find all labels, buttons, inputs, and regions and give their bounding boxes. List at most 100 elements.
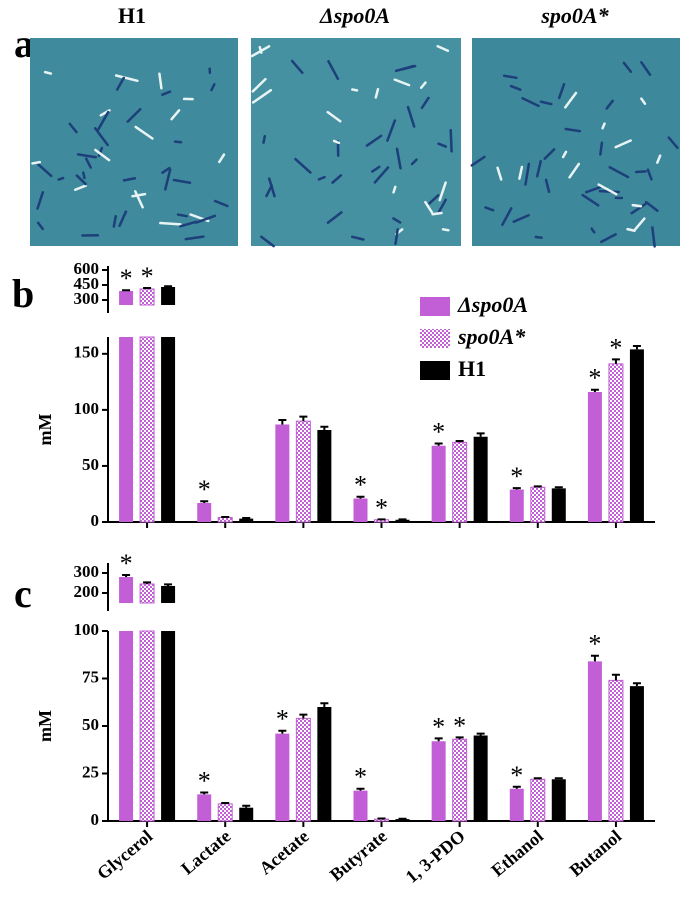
x-tick-label: Glycerol: [93, 826, 156, 884]
cell: [36, 221, 45, 231]
cell: [393, 78, 411, 87]
bar: [629, 349, 644, 522]
cell: [437, 142, 448, 148]
cell: [159, 221, 182, 226]
cell: [419, 81, 427, 90]
bar: [217, 803, 233, 822]
cell: [561, 150, 568, 159]
cell: [96, 110, 110, 132]
image-title: Δspo0A: [319, 3, 390, 28]
error-bar: [434, 442, 443, 446]
panel-label: a: [14, 21, 34, 66]
cell: [534, 235, 543, 239]
bar: [119, 291, 134, 522]
bar: [587, 391, 602, 522]
cell: [640, 61, 652, 76]
cell: [406, 105, 416, 128]
bar: [217, 517, 233, 523]
y-tick-label: 0: [91, 511, 100, 530]
significance: *: [375, 493, 388, 522]
error-bar: [611, 673, 620, 681]
bar: [473, 436, 488, 522]
cell: [265, 184, 273, 198]
cell: [484, 206, 495, 212]
error-bar: [512, 487, 521, 490]
error-bar: [299, 415, 308, 422]
cell: [410, 158, 418, 166]
bar: [374, 818, 389, 822]
bar: [509, 489, 524, 522]
cell: [521, 97, 540, 108]
x-tick-label: Acetate: [255, 826, 312, 879]
cell: [351, 88, 359, 92]
bar: [197, 502, 212, 522]
cell: [118, 210, 128, 227]
bar: [452, 441, 468, 523]
cell: [122, 177, 137, 182]
panel-label: c: [14, 571, 32, 616]
cell: [420, 96, 430, 110]
significance: *: [354, 763, 367, 792]
error-bar: [320, 425, 329, 431]
bar: [139, 583, 155, 822]
error-bar: [278, 729, 287, 734]
cell: [251, 88, 273, 104]
bar: [295, 717, 311, 822]
significance: *: [453, 711, 466, 740]
significance: *: [141, 262, 154, 291]
cell: [640, 97, 647, 105]
cell: [262, 134, 267, 144]
cell: [327, 59, 340, 80]
x-tick-label: Butyrate: [326, 826, 391, 885]
cell: [441, 228, 450, 232]
legend-label: H1: [458, 356, 486, 381]
cell: [644, 200, 659, 212]
bar: [353, 498, 368, 522]
bar: [452, 738, 468, 822]
cell: [194, 214, 217, 224]
cell: [290, 59, 304, 75]
cell: [36, 191, 45, 210]
significance: *: [354, 471, 367, 500]
cell: [350, 235, 365, 241]
cell: [437, 198, 447, 214]
bar: [353, 790, 368, 821]
error-bar: [200, 791, 209, 795]
panel-label: b: [12, 271, 34, 316]
cell: [250, 45, 271, 58]
y-tick-label: 50: [82, 715, 99, 734]
x-tick-label: 1, 3-PDO: [402, 826, 469, 887]
cell: [161, 166, 171, 174]
error-bar: [377, 817, 386, 820]
cell: [631, 203, 643, 208]
error-bar: [242, 804, 251, 808]
significance: *: [120, 264, 133, 293]
bar: [239, 518, 254, 522]
error-bar: [590, 654, 599, 662]
cell: [37, 163, 53, 178]
cell: [599, 233, 617, 244]
y-axis-label: mM: [35, 413, 55, 445]
error-bar: [512, 785, 521, 789]
cell: [213, 199, 229, 208]
error-bar: [455, 736, 464, 740]
cell: [374, 87, 380, 99]
cell: [326, 110, 342, 123]
cell: [176, 213, 189, 218]
cell: [75, 174, 87, 186]
cell: [543, 148, 556, 160]
bar: [551, 488, 566, 522]
cell: [502, 74, 518, 80]
bar: [139, 288, 155, 523]
bar: [317, 707, 332, 821]
y-tick-label: 0: [91, 810, 100, 829]
cell: [68, 122, 78, 134]
y-tick-label: 200: [74, 582, 100, 601]
cell: [332, 139, 341, 145]
cell: [590, 227, 596, 234]
cell: [605, 99, 614, 110]
bar: [239, 807, 254, 821]
error-bar: [143, 287, 152, 289]
cell: [170, 109, 181, 121]
error-bar: [221, 801, 230, 804]
